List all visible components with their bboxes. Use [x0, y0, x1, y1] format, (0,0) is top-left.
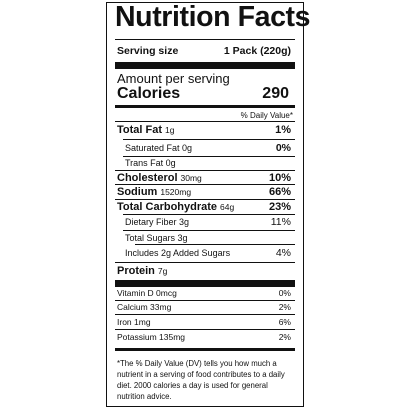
- vitamin-row-calcium: Calcium 33mg 2%: [117, 300, 291, 314]
- nutrient-row-sodium: Sodium 1520mg 66%: [117, 185, 291, 199]
- nutrient-row-total-sugars: Total Sugars 3g: [125, 231, 291, 245]
- calories-row: Calories 290: [117, 85, 289, 103]
- serving-size-value: 1 Pack (220g): [223, 45, 291, 57]
- vitamin-row-vitamin-d: Vitamin D 0mcg 0%: [117, 286, 291, 300]
- serving-size-label: Serving size: [117, 45, 179, 57]
- nutrient-name: Saturated Fat 0g: [125, 143, 193, 153]
- nutrient-amount: 1g: [165, 125, 175, 135]
- nutrient-name: Sodium: [117, 186, 158, 198]
- divider: [115, 170, 295, 171]
- calories-value: 290: [262, 85, 289, 102]
- nutrient-name: Protein: [117, 265, 155, 277]
- nutrient-name: Total Fat: [117, 124, 163, 136]
- nutrient-name: Dietary Fiber 3g: [125, 217, 190, 227]
- divider-medium: [115, 105, 295, 108]
- vitamin-dv: 2%: [278, 302, 291, 312]
- nutrient-dv: 23%: [268, 201, 291, 213]
- vitamin-dv: 2%: [278, 332, 291, 342]
- amount-per-serving: Amount per serving: [117, 71, 230, 86]
- nutrient-row-cholesterol: Cholesterol 30mg 10%: [117, 171, 291, 185]
- nutrition-facts-label: Nutrition Facts Serving size 1 Pack (220…: [106, 1, 310, 407]
- nutrient-name: Total Carbohydrate: [117, 201, 218, 213]
- serving-size-row: Serving size 1 Pack (220g): [117, 44, 291, 58]
- nutrient-amount: 64g: [220, 202, 235, 212]
- calories-label: Calories: [117, 85, 181, 102]
- vitamin-dv: 0%: [278, 288, 291, 298]
- nutrient-row-total-fat: Total Fat 1g 1%: [117, 123, 291, 137]
- divider: [115, 184, 295, 185]
- nutrient-row-trans-fat: Trans Fat 0g: [125, 156, 291, 170]
- nutrient-dv: 66%: [268, 186, 291, 198]
- nutrient-name: Trans Fat 0g: [125, 158, 176, 168]
- daily-value-header: % Daily Value*: [240, 111, 293, 120]
- divider: [115, 300, 295, 301]
- nutrient-amount: 7g: [157, 266, 168, 276]
- divider: [123, 230, 295, 231]
- nutrient-dv: 11%: [270, 216, 291, 228]
- divider-medium: [115, 348, 295, 351]
- vitamin-row-iron: Iron 1mg 6%: [117, 315, 291, 329]
- nutrient-row-dietary-fiber: Dietary Fiber 3g 11%: [125, 215, 291, 229]
- vitamin-name: Calcium 33mg: [117, 302, 172, 312]
- divider-thick: [115, 62, 295, 69]
- divider: [123, 139, 295, 140]
- nutrient-dv: 10%: [268, 172, 291, 184]
- nutrient-dv: 4%: [275, 247, 291, 259]
- nutrient-row-total-carbohydrate: Total Carbohydrate 64g 23%: [117, 200, 291, 214]
- nutrient-amount: 30mg: [180, 173, 202, 183]
- vitamin-dv: 6%: [278, 317, 291, 327]
- label-title: Nutrition Facts: [115, 1, 311, 33]
- divider: [135, 244, 295, 245]
- divider: [115, 121, 295, 122]
- divider: [115, 39, 295, 40]
- nutrient-row-saturated-fat: Saturated Fat 0g 0%: [125, 141, 291, 155]
- divider: [123, 214, 295, 215]
- nutrient-name: Includes 2g Added Sugars: [125, 248, 231, 258]
- divider: [115, 199, 295, 200]
- divider: [115, 314, 295, 315]
- nutrient-row-protein: Protein 7g: [117, 264, 291, 278]
- divider: [115, 262, 295, 263]
- nutrient-row-added-sugars: Includes 2g Added Sugars 4%: [125, 246, 291, 260]
- footnote: *The % Daily Value (DV) tells you how mu…: [117, 359, 285, 401]
- vitamin-name: Vitamin D 0mcg: [117, 288, 177, 298]
- nutrient-name: Total Sugars 3g: [125, 233, 188, 243]
- nutrient-amount: 1520mg: [160, 187, 192, 197]
- nutrient-dv: 0%: [275, 142, 291, 154]
- nutrient-name: Cholesterol: [117, 172, 178, 184]
- divider-thick: [115, 280, 295, 287]
- vitamin-name: Iron 1mg: [117, 317, 151, 327]
- vitamin-name: Potassium 135mg: [117, 332, 186, 342]
- divider: [123, 156, 295, 157]
- divider: [115, 329, 295, 330]
- vitamin-row-potassium: Potassium 135mg 2%: [117, 330, 291, 344]
- nutrient-dv: 1%: [275, 124, 291, 136]
